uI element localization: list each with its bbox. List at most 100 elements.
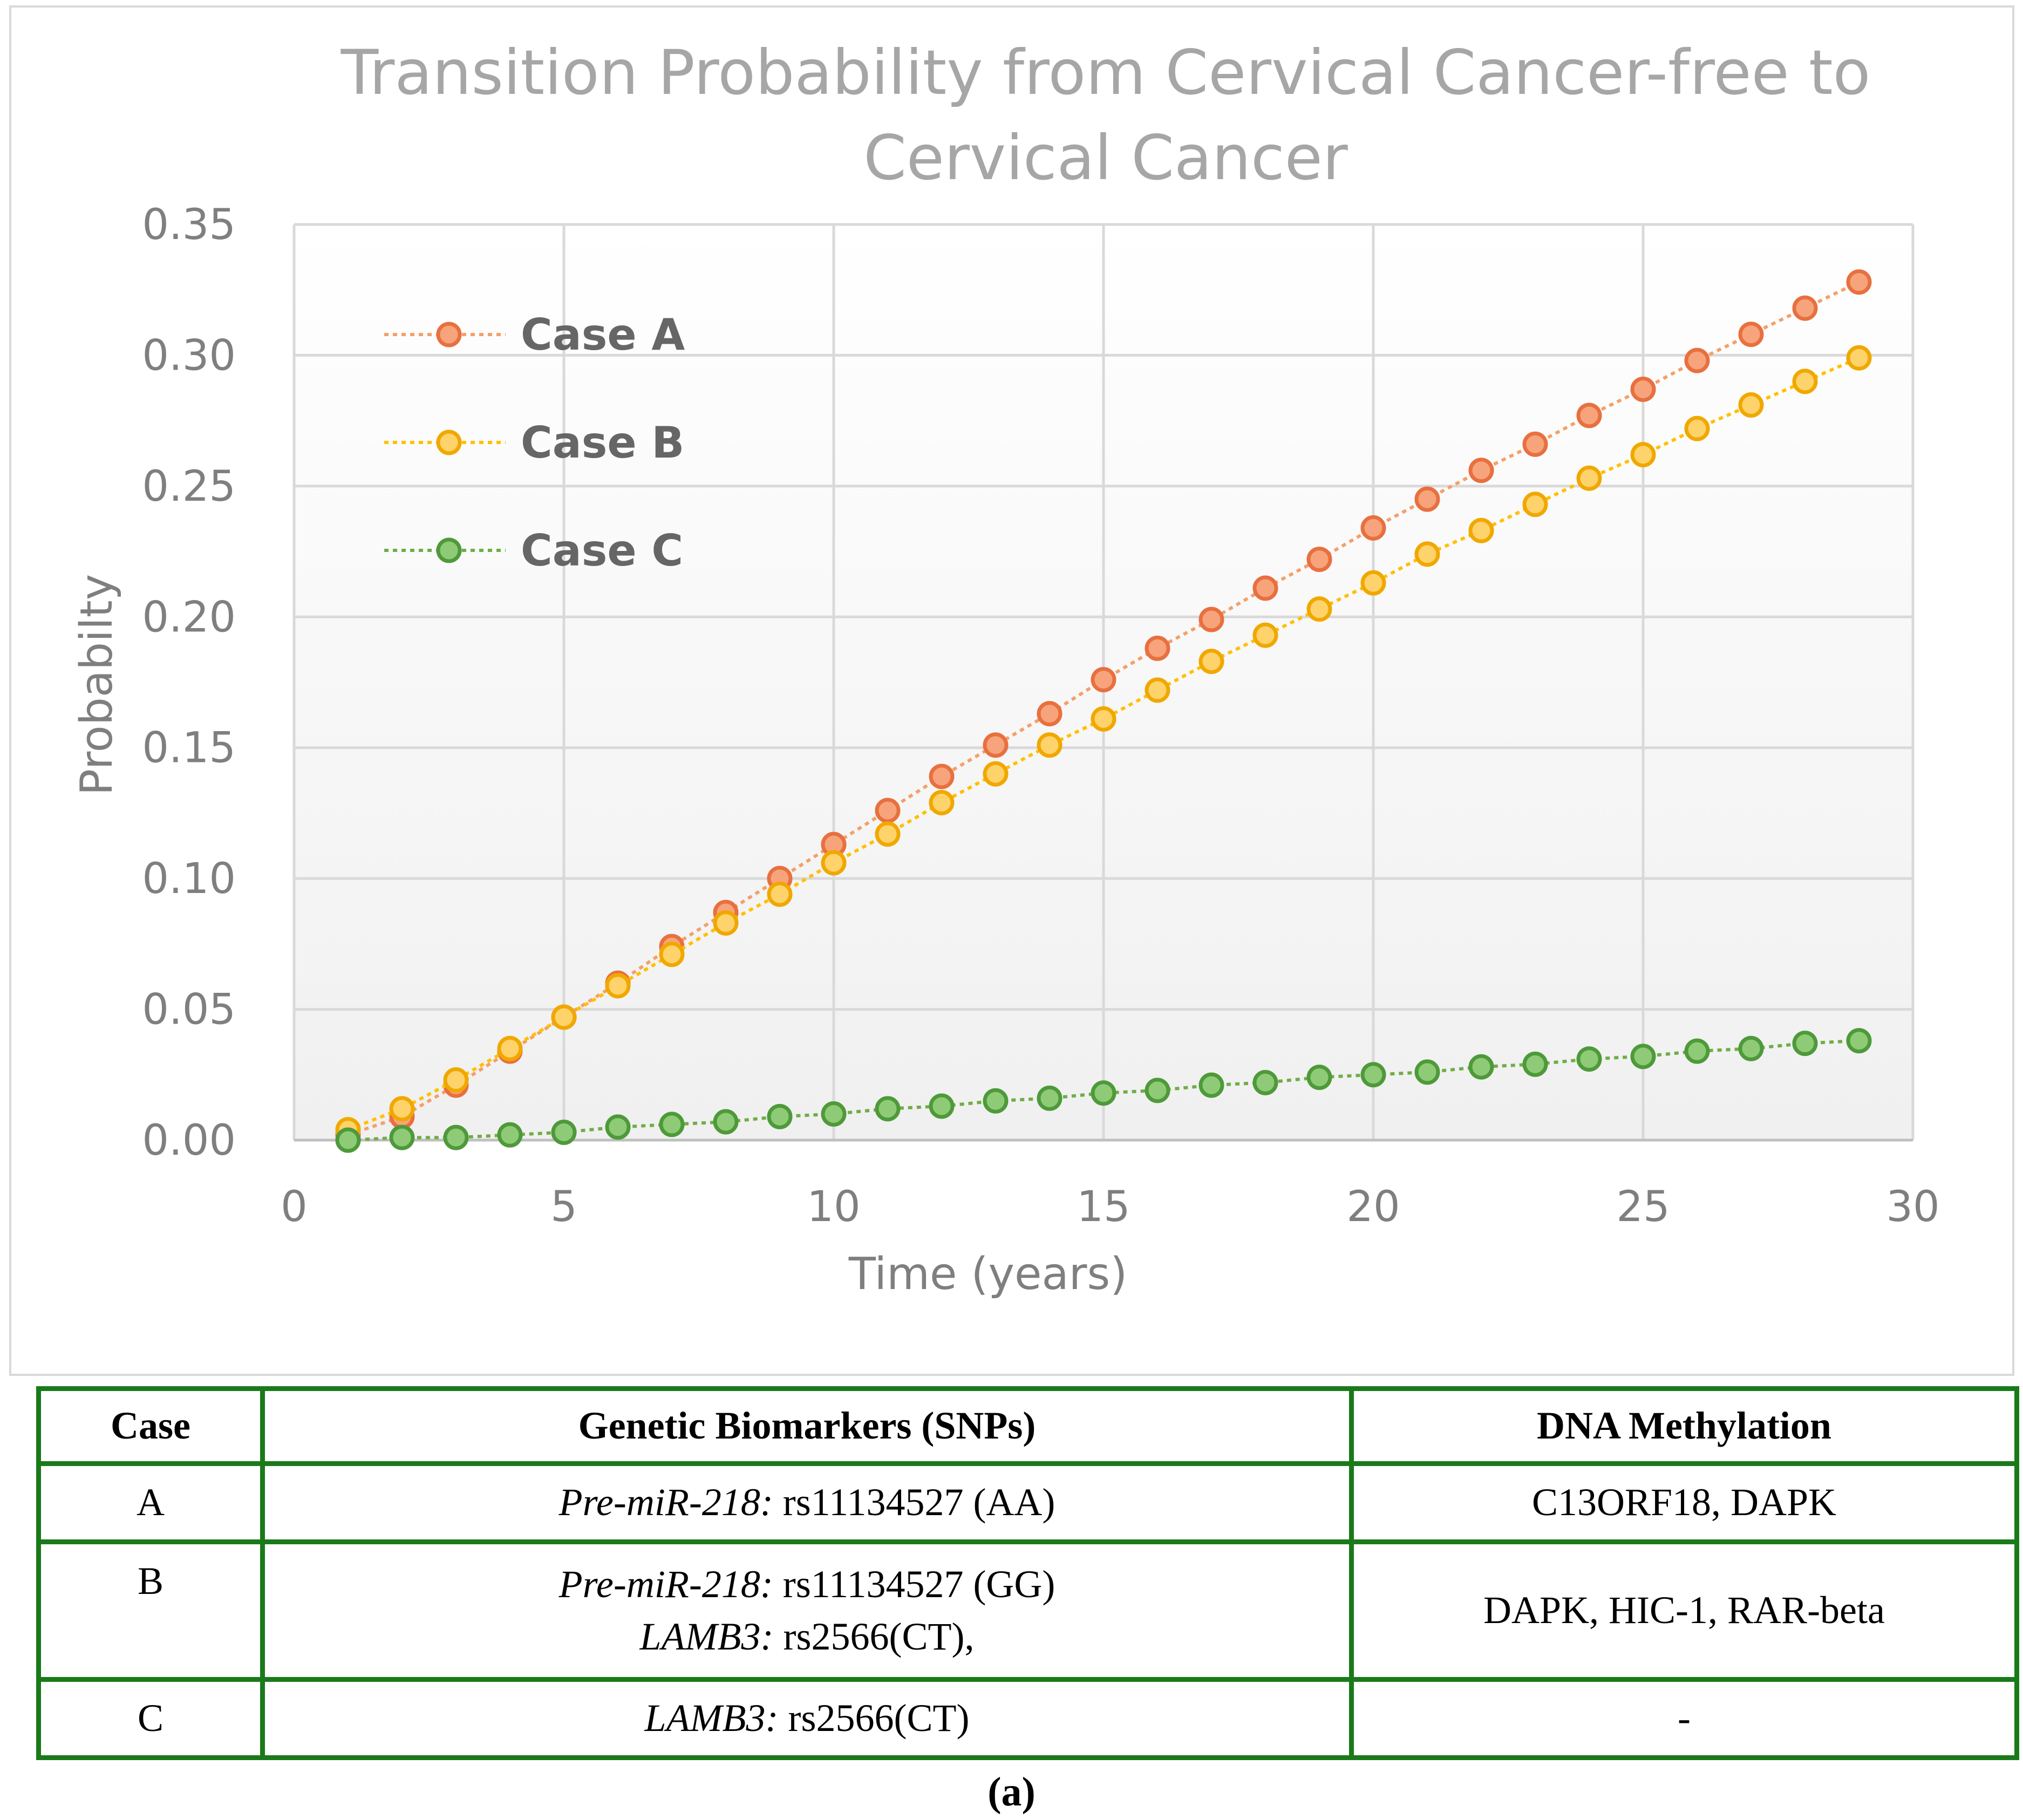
data-point	[1846, 1028, 1872, 1054]
variant: rs2566(CT)	[778, 1696, 970, 1740]
data-point	[929, 1093, 955, 1119]
data-point	[389, 1096, 415, 1122]
data-point	[1684, 347, 1710, 373]
data-point	[1576, 1046, 1602, 1072]
data-point	[1414, 486, 1440, 512]
data-point	[767, 1103, 793, 1129]
data-point	[983, 732, 1009, 758]
legend-label: Case B	[521, 418, 684, 468]
data-point	[1091, 667, 1116, 693]
variant: rs2566(CT),	[773, 1615, 975, 1658]
data-point	[1037, 1085, 1062, 1111]
y-tick-label: 0.05	[142, 986, 236, 1034]
table-row-case-b: B Pre-miR-218: rs11134527 (GG) LAMB3: rs…	[36, 1539, 2019, 1682]
data-point	[605, 973, 631, 999]
legend: Case A Case B Case C	[384, 310, 685, 576]
case-cell: C	[36, 1677, 265, 1760]
case-cell: A	[36, 1461, 265, 1544]
legend-label: Case C	[521, 526, 683, 576]
data-point	[1198, 649, 1224, 674]
data-point	[1792, 1031, 1818, 1056]
data-point	[1468, 517, 1494, 543]
snp-line: LAMB3: rs2566(CT)	[270, 1692, 1344, 1744]
header-methylation: DNA Methylation	[1349, 1386, 2019, 1466]
table-row-case-c: C LAMB3: rs2566(CT) -	[36, 1677, 2019, 1760]
data-point	[1414, 1059, 1440, 1085]
legend-marker	[436, 537, 462, 563]
data-point	[443, 1067, 469, 1093]
x-tick-label: 0	[281, 1183, 308, 1231]
series-line	[348, 1039, 1859, 1142]
data-point	[551, 1119, 577, 1145]
data-point	[497, 1122, 523, 1148]
variant: rs11134527 (AA)	[773, 1481, 1055, 1524]
snp-line: Pre-miR-218: rs11134527 (AA)	[270, 1476, 1344, 1529]
data-point	[1684, 415, 1710, 441]
data-point	[1252, 575, 1278, 601]
methylation-cell: DAPK, HIC-1, RAR-beta	[1349, 1539, 2019, 1682]
legend-item: Case B	[384, 418, 684, 468]
data-point	[929, 764, 955, 789]
x-tick-label: 10	[807, 1183, 860, 1231]
data-point	[1630, 442, 1656, 468]
series-case-b	[335, 345, 1872, 1143]
series-case-c	[335, 1028, 1872, 1153]
data-point	[1306, 547, 1332, 572]
data-point	[875, 821, 901, 847]
data-point	[1145, 635, 1170, 661]
gridlines	[292, 223, 1915, 1142]
methylation-cell: -	[1349, 1677, 2019, 1760]
legend-item: Case A	[384, 310, 685, 360]
data-point	[1360, 515, 1386, 541]
data-point	[1630, 376, 1656, 402]
y-tick-label: 0.30	[142, 331, 236, 380]
legend-item: Case C	[384, 526, 683, 576]
data-point	[929, 790, 955, 816]
data-point	[497, 1035, 523, 1061]
header-snps: Genetic Biomarkers (SNPs)	[260, 1386, 1354, 1466]
figure-caption: (a)	[987, 1769, 1036, 1815]
data-point	[983, 1088, 1009, 1114]
table-header-row: Case Genetic Biomarkers (SNPs) DNA Methy…	[36, 1386, 2019, 1466]
methylation-cell: C13ORF18, DAPK	[1349, 1461, 2019, 1544]
legend-marker	[436, 322, 462, 347]
variant: rs11134527 (GG)	[773, 1562, 1055, 1606]
data-point	[1738, 1035, 1764, 1061]
data-point	[1306, 596, 1332, 622]
data-point	[1684, 1038, 1710, 1064]
y-tick-label: 0.10	[142, 855, 236, 903]
y-axis-title: Probabilty	[71, 574, 122, 796]
data-point	[1037, 701, 1062, 727]
gene-name: Pre-miR-218:	[558, 1481, 773, 1524]
data-point	[1792, 369, 1818, 394]
axes: 0.00 0.05 0.10 0.15 0.20 0.25 0.30 0.35 0 5 10 15 20…	[142, 201, 1939, 1231]
data-point	[1468, 458, 1494, 483]
data-point	[1576, 465, 1602, 491]
x-tick-label: 30	[1886, 1183, 1939, 1231]
gene-name: LAMB3:	[639, 1615, 774, 1658]
data-point	[1522, 1051, 1548, 1077]
snp-line: Pre-miR-218: rs11134527 (GG)	[270, 1558, 1344, 1611]
snp-cell: Pre-miR-218: rs11134527 (AA)	[260, 1461, 1354, 1544]
data-point	[1037, 732, 1062, 758]
data-point	[1306, 1065, 1332, 1090]
data-point	[551, 1004, 577, 1030]
data-point	[821, 850, 847, 876]
data-point	[1738, 392, 1764, 418]
chart-frame: 0.00 0.05 0.10 0.15 0.20 0.25 0.30 0.35 0 5 10 15 20…	[9, 5, 2014, 1376]
data-point	[1792, 295, 1818, 321]
x-axis-title: Time (years)	[848, 1249, 1127, 1300]
y-tick-label: 0.15	[142, 724, 236, 773]
gene-name: LAMB3:	[644, 1696, 779, 1740]
snp-line: LAMB3: rs2566(CT),	[270, 1611, 1344, 1663]
x-tick-label: 20	[1346, 1183, 1400, 1231]
y-tick-label: 0.25	[142, 462, 236, 511]
y-tick-label: 0.00	[142, 1116, 236, 1165]
x-tick-label: 5	[550, 1183, 577, 1231]
data-point	[1522, 431, 1548, 457]
biomarker-table: Case Genetic Biomarkers (SNPs) DNA Methy…	[36, 1386, 2019, 1760]
x-tick-label: 25	[1616, 1183, 1670, 1231]
series-line	[347, 356, 1860, 1131]
data-point	[443, 1124, 469, 1150]
data-point	[335, 1127, 361, 1153]
